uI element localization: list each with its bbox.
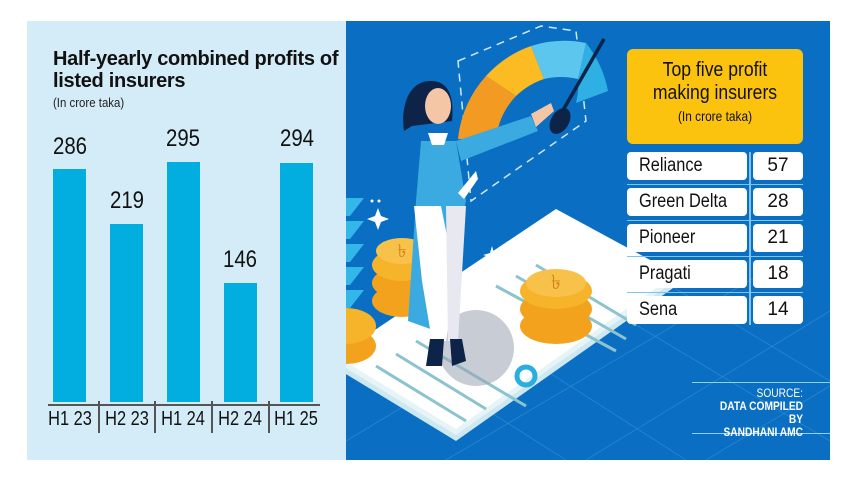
chart-subtitle: (In crore taka) (53, 95, 125, 110)
x-axis-label: H2 23 (105, 408, 149, 430)
x-axis-label: H1 24 (161, 408, 205, 430)
top-five-title-line1: Top five profit (662, 59, 768, 81)
table-row-divider (627, 256, 803, 257)
svg-text:৳: ৳ (398, 241, 407, 262)
table-row: Pragati 18 (627, 260, 803, 288)
insurer-name-cell: Sena (627, 296, 747, 324)
chart-title: Half-yearly combined profits of listed i… (53, 48, 339, 92)
source-label: SOURCE: (756, 386, 803, 400)
insurer-name-cell: Pioneer (627, 224, 747, 252)
bar-value-label: 294 (279, 125, 315, 152)
x-axis-label: H1 25 (274, 408, 318, 430)
insurer-name-cell: Reliance (627, 152, 747, 180)
woman-figure-icon (403, 81, 554, 366)
insurer-name: Green Delta (639, 191, 728, 212)
table-column-divider (749, 152, 751, 325)
bar-value-label: 219 (109, 187, 145, 214)
top-five-title-box: Top five profit making insurers (In cror… (627, 49, 803, 144)
top-five-title-line2: making insurers (652, 82, 778, 104)
table-row: Green Delta 28 (627, 188, 803, 216)
top-five-subtitle: (In crore taka) (677, 108, 753, 124)
source-credit: SOURCE: DATA COMPILED BY SANDHANI AMC (692, 382, 830, 439)
insurer-profit-cell: 28 (753, 188, 803, 216)
chevron-stripes-icon (346, 198, 364, 308)
insurer-profit-cell: 21 (753, 224, 803, 252)
sparkle-icon (367, 199, 618, 286)
bar-value-label: 146 (222, 246, 258, 273)
table-row-divider (627, 292, 803, 293)
axis-separator (268, 401, 270, 433)
table-row-divider (627, 220, 803, 221)
insurer-name: Pragati (639, 263, 691, 284)
table-row-divider (627, 184, 803, 185)
bar-h2-23 (110, 224, 143, 402)
axis-separator (154, 401, 156, 433)
insurer-name: Sena (639, 299, 678, 320)
insurer-profit-cell: 57 (753, 152, 803, 180)
insurer-name: Reliance (639, 155, 703, 176)
axis-separator (98, 401, 100, 433)
table-row: Sena 14 (627, 296, 803, 324)
x-axis-line (48, 404, 320, 406)
insurer-profit-cell: 14 (753, 296, 803, 324)
insurer-name-cell: Pragati (627, 260, 747, 288)
svg-text:৳: ৳ (551, 270, 561, 294)
table-row: Reliance 57 (627, 152, 803, 180)
bar-h1-25 (280, 163, 313, 402)
bar-h1-24 (167, 162, 200, 402)
bar-value-label: 295 (165, 125, 201, 152)
source-line-2: SANDHANI AMC (723, 425, 803, 439)
axis-separator (211, 401, 213, 433)
x-axis-label: H2 24 (218, 408, 262, 430)
insurer-name-cell: Green Delta (627, 188, 747, 216)
x-axis-label: H1 23 (48, 408, 92, 430)
document-stack-icon (346, 209, 676, 441)
illustration-graphic: ৳ ৳ (346, 25, 830, 460)
insurer-profit-cell: 18 (753, 260, 803, 288)
bar-h2-24 (224, 283, 257, 402)
source-line-1: DATA COMPILED BY (719, 399, 803, 426)
bar-value-label: 286 (52, 133, 88, 160)
insurer-name: Pioneer (639, 227, 696, 248)
speedometer-gauge-icon (457, 25, 608, 203)
table-row: Pioneer 21 (627, 224, 803, 252)
bar-h1-23 (53, 169, 86, 402)
